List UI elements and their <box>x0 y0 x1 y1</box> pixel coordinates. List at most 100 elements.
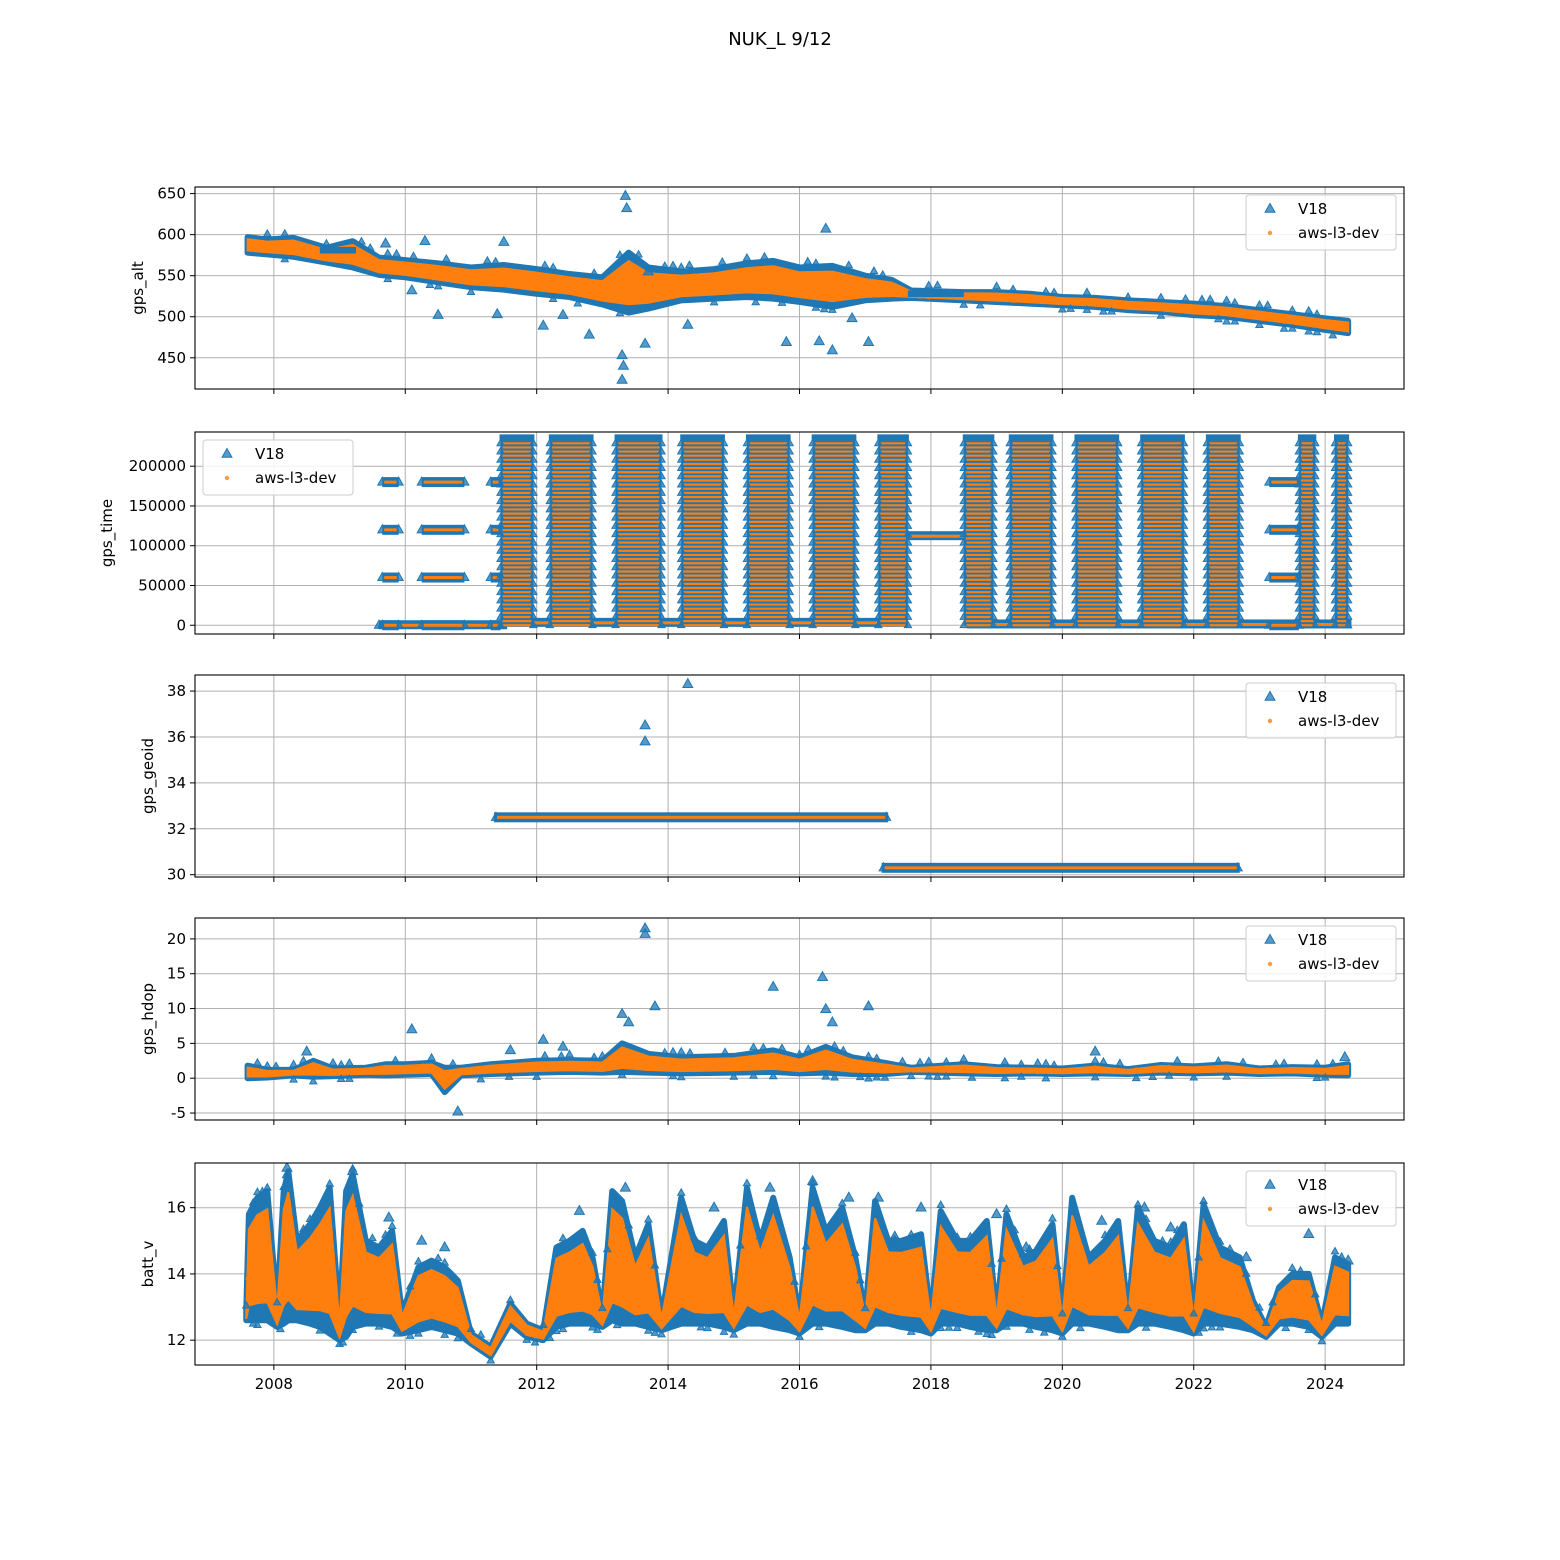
v18-point <box>405 1330 415 1339</box>
v18-point <box>1294 595 1304 604</box>
v18-outlier <box>826 343 839 355</box>
v18-point <box>530 1337 540 1346</box>
v18-point <box>1048 578 1057 587</box>
v18-point <box>496 438 505 447</box>
v18-point <box>1071 603 1080 612</box>
v18-point <box>545 529 555 538</box>
v18-point <box>988 479 998 488</box>
series-aws-l3-dev-stripe <box>492 480 499 484</box>
v18-point <box>1048 620 1057 629</box>
v18-point <box>959 545 969 554</box>
v18-point <box>676 454 686 463</box>
v18-point <box>1005 537 1015 546</box>
v18-point <box>545 512 555 521</box>
aws-l3-dev-point <box>435 1289 441 1294</box>
aws-l3-dev-point <box>779 270 785 275</box>
v18-point <box>589 268 599 277</box>
y-tick-label: 450 <box>157 349 186 367</box>
subplot-gps_geoid: 30 32 34 36 38 gps_geoid V18 aws-l3-dev <box>139 674 1405 884</box>
v18-point <box>611 438 620 447</box>
series-aws-l3-dev-stripe <box>423 623 463 627</box>
v18-point <box>1343 479 1353 488</box>
y-tick-label: 16 <box>167 1199 186 1217</box>
v18-point <box>719 587 729 596</box>
v18-point <box>924 1056 934 1065</box>
v18-outlier <box>383 1211 395 1222</box>
v18-point <box>657 1329 666 1338</box>
v18-point <box>1057 304 1067 313</box>
v18-point <box>1005 529 1015 538</box>
y-tick-label: -5 <box>171 1104 186 1122</box>
v18-point <box>676 570 686 579</box>
v18-point <box>873 463 883 472</box>
v18-point <box>611 595 620 604</box>
v18-outlier <box>379 237 392 248</box>
v18-point <box>850 463 860 472</box>
v18-point <box>844 260 854 269</box>
v18-point <box>1330 463 1340 472</box>
v18-point <box>903 446 913 455</box>
v18-point <box>785 496 795 505</box>
v18-point <box>1202 620 1212 629</box>
v18-point <box>1113 471 1123 480</box>
v18-point <box>528 554 538 562</box>
v18-point <box>1113 570 1123 579</box>
aws-l3-dev-point <box>560 1305 566 1310</box>
v18-point <box>959 570 969 579</box>
v18-point <box>988 595 998 604</box>
v18-point <box>1141 1214 1151 1223</box>
v18-point <box>1000 1073 1010 1082</box>
v18-point <box>719 438 729 447</box>
aws-l3-dev-point <box>1134 1067 1139 1072</box>
v18-point <box>903 479 913 488</box>
v18-point <box>1005 603 1015 612</box>
v18-point <box>1235 562 1245 571</box>
v18-point <box>1113 446 1123 455</box>
v18-point <box>1113 537 1123 546</box>
aws-l3-dev-point <box>1109 1068 1114 1073</box>
y-axis: 12 14 16 <box>167 1199 195 1349</box>
y-tick-label: 32 <box>167 820 186 838</box>
v18-point <box>427 1052 436 1061</box>
aws-l3-dev-point <box>509 279 515 285</box>
v18-point <box>719 496 729 505</box>
v18-point <box>719 529 729 538</box>
v18-point <box>1294 496 1304 505</box>
v18-point <box>1113 520 1123 529</box>
v18-point <box>903 545 913 554</box>
v18-point <box>657 487 666 496</box>
v18-point <box>588 438 597 447</box>
aws-l3-dev-point <box>385 265 390 271</box>
v18-point <box>850 1247 860 1256</box>
v18-outlier <box>639 735 651 746</box>
v18-point <box>1005 520 1015 529</box>
v18-point <box>988 463 998 472</box>
aws-l3-dev-point <box>721 1252 727 1258</box>
v18-outlier <box>819 1002 832 1014</box>
v18-point <box>808 438 818 447</box>
y-tick-label: 5 <box>176 1034 186 1052</box>
v18-point <box>528 487 538 496</box>
v18-point <box>1235 595 1245 604</box>
aws-l3-dev-point <box>363 1278 369 1284</box>
aws-l3-dev-point <box>952 1068 958 1073</box>
v18-point <box>1199 1323 1209 1332</box>
v18-point <box>611 570 620 579</box>
aws-l3-dev-point <box>831 1281 837 1287</box>
v18-point <box>880 1072 890 1081</box>
v18-point <box>588 529 597 538</box>
v18-point <box>1179 463 1189 472</box>
v18-point <box>676 1187 686 1196</box>
v18-point <box>988 529 998 538</box>
series-v18-column <box>500 438 534 626</box>
v18-point <box>1098 1056 1108 1065</box>
v18-point <box>959 595 969 604</box>
v18-point <box>528 463 538 472</box>
v18-point <box>545 603 555 612</box>
v18-point <box>1202 504 1212 513</box>
v18-point <box>611 487 620 496</box>
v18-point <box>785 603 795 612</box>
series-v18-column-cap <box>499 434 535 441</box>
v18-point <box>808 554 818 562</box>
v18-point <box>1113 620 1123 629</box>
